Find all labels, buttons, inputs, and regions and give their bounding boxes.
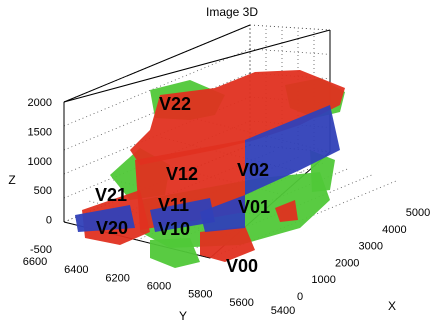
x-tick-label: 1000: [311, 274, 335, 286]
z-tick-label: 2000: [28, 97, 52, 109]
region-label-v21: V21: [95, 185, 127, 205]
blue-cluster-left: [75, 205, 135, 232]
z-axis-label: Z: [8, 173, 15, 187]
z-grid-line: [249, 24, 331, 31]
y-tick-label: 5800: [188, 289, 212, 301]
blue-cluster-upper: [245, 105, 340, 195]
z-tick-label: 1500: [28, 126, 52, 138]
region-labels: V22 V12 V02 V21 V11 V01 V20 V10 V00: [95, 94, 270, 276]
region-label-v20: V20: [96, 218, 128, 238]
x-tick-label: 2000: [335, 257, 359, 269]
x-tick-label: 4000: [382, 224, 406, 236]
y-tick-label: 5600: [229, 297, 253, 309]
y-tick-label: 5400: [271, 305, 295, 317]
x-tick-label: 5000: [406, 207, 430, 219]
box-edge-top-back: [63, 29, 331, 103]
z-tick-label: 500: [34, 185, 52, 197]
z-grid-line: [249, 48, 331, 55]
red-cluster-right-small: [275, 200, 298, 222]
green-cluster-bottom-left: [150, 238, 200, 268]
y-tick-label: 6000: [147, 281, 171, 293]
z-tick-labels: -500 0 500 1000 1500 2000: [28, 97, 52, 256]
region-label-v00: V00: [226, 256, 258, 276]
region-label-v01: V01: [238, 197, 270, 217]
y-tick-label: 6600: [23, 256, 47, 268]
z-tick-label: 1000: [28, 156, 52, 168]
red-cluster-bottom: [200, 226, 255, 262]
x-axis-label: X: [388, 299, 396, 313]
box-edge-top-left: [63, 24, 251, 103]
region-label-v10: V10: [158, 219, 190, 239]
y-tick-label: 6400: [64, 264, 88, 276]
x-tick-label: 3000: [359, 241, 383, 253]
region-label-v12: V12: [166, 164, 198, 184]
point-cloud: [75, 70, 345, 268]
z-tick-label: 0: [46, 215, 52, 227]
y-tick-labels: 6600 6400 6200 6000 5800 5600 5400: [23, 256, 295, 317]
blue-cluster-middle: [150, 198, 215, 232]
region-label-v02: V02: [237, 160, 269, 180]
chart-title: Image 3D: [206, 5, 258, 19]
y-tick-label: 6200: [105, 272, 129, 284]
red-cluster-top: [130, 70, 345, 165]
z-grid-line: [63, 48, 251, 127]
region-label-v22: V22: [159, 94, 191, 114]
z-tick-label: -500: [30, 244, 52, 256]
y-axis-label: Y: [179, 309, 187, 322]
blue-cluster-center: [200, 195, 245, 232]
region-label-v11: V11: [158, 195, 189, 215]
x-tick-label: 0: [297, 291, 303, 303]
